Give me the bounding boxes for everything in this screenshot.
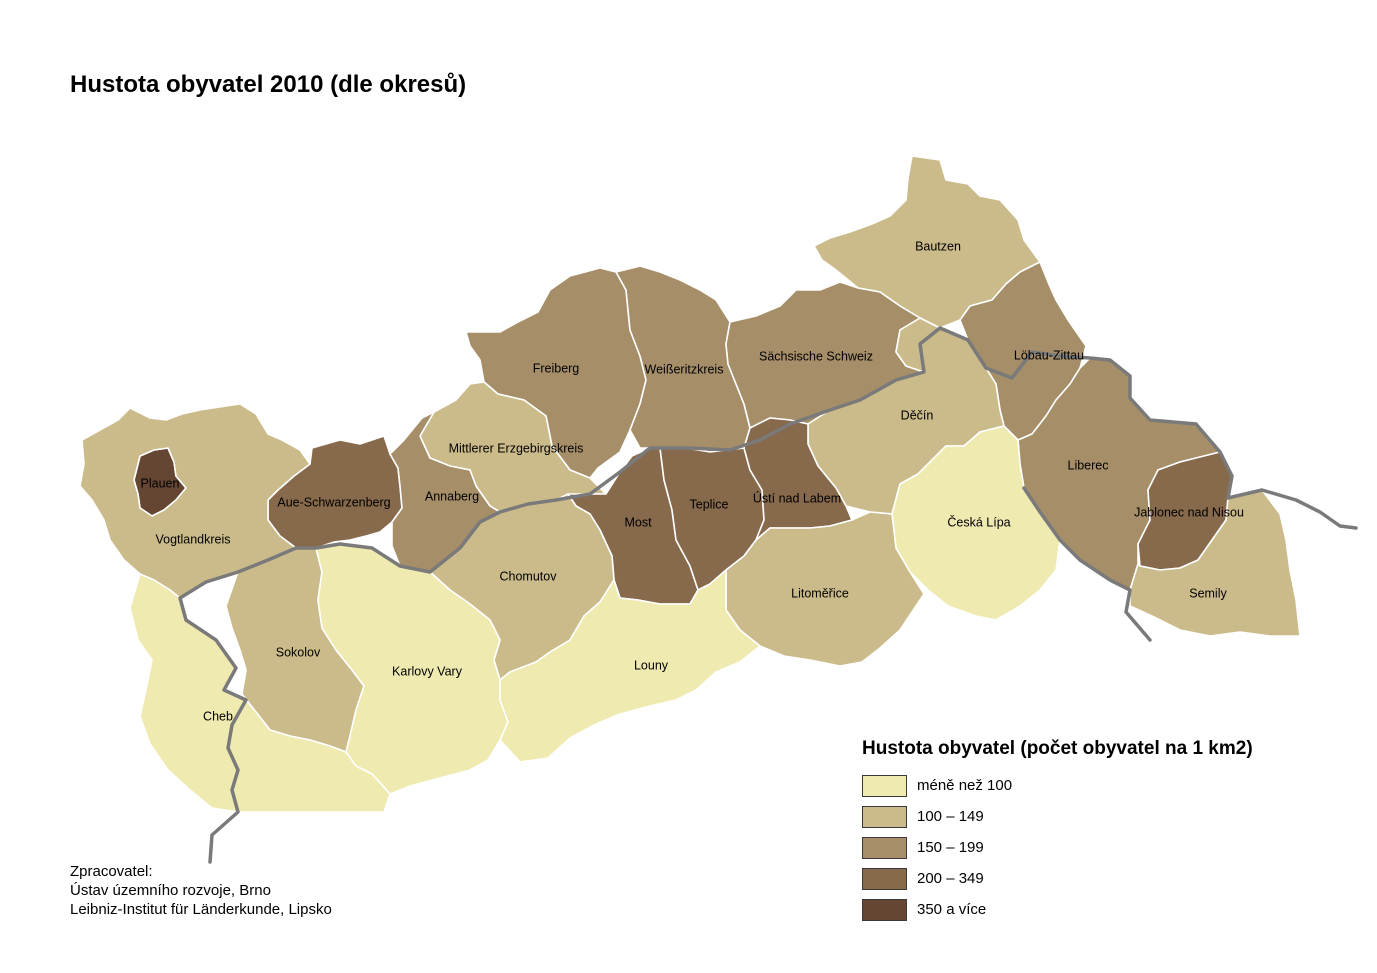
district-label: Sächsische Schweiz <box>759 349 873 363</box>
district-label: Aue-Schwarzenberg <box>277 495 390 509</box>
legend-row: 200 – 349 <box>862 863 1253 894</box>
legend-swatch <box>862 774 907 797</box>
district-area <box>725 511 925 667</box>
legend-swatch <box>862 836 907 859</box>
state-border-line <box>178 326 1358 864</box>
district-label: Liberec <box>1068 458 1109 472</box>
district-label: Bautzen <box>915 239 961 253</box>
legend-label: 100 – 149 <box>917 808 984 825</box>
district-label: Cheb <box>203 709 233 723</box>
district-label: Louny <box>634 658 669 672</box>
district-label: Sokolov <box>276 645 321 659</box>
credits-line: Leibniz-Institut für Länderkunde, Lipsko <box>70 901 332 918</box>
district-label: Chomutov <box>500 569 558 583</box>
district-area <box>315 543 509 795</box>
district-label: Teplice <box>690 497 729 511</box>
legend-swatch <box>862 805 907 828</box>
labe-river-line <box>1022 486 1152 642</box>
legend-row: 150 – 199 <box>862 832 1253 863</box>
legend-label: méně než 100 <box>917 777 1013 794</box>
legend-label: 200 – 349 <box>917 870 984 887</box>
legend-row: méně než 100 <box>862 770 1253 801</box>
legend-label: 150 – 199 <box>917 839 984 856</box>
district-label: Mittlerer Erzgebirgskreis <box>449 441 584 455</box>
district-label: Karlovy Vary <box>392 664 463 678</box>
district-label: Semily <box>1189 586 1227 600</box>
district-label: Annaberg <box>425 489 479 503</box>
legend-row: 350 a více <box>862 894 1253 925</box>
credits-line: Zpracovatel: <box>70 863 153 880</box>
district-label: Jablonec nad Nisou <box>1134 505 1244 519</box>
district-area <box>79 403 311 599</box>
district-label: Děčín <box>901 408 934 422</box>
district-label: Most <box>624 515 652 529</box>
legend-title: Hustota obyvatel (počet obyvatel na 1 km… <box>862 738 1253 759</box>
legend-label: 350 a více <box>917 901 987 918</box>
legend-swatch <box>862 867 907 890</box>
district-label: Löbau-Zittau <box>1014 348 1084 362</box>
credits-line: Ústav územního rozvoje, Brno <box>70 882 271 899</box>
district-label: Ústí nad Labem <box>753 490 841 505</box>
district-label: Freiberg <box>533 361 580 375</box>
district-label: Vogtlandkreis <box>155 532 230 546</box>
legend-row: 100 – 149 <box>862 801 1253 832</box>
legend: Hustota obyvatel (počet obyvatel na 1 km… <box>862 738 1253 925</box>
district-area <box>499 569 761 763</box>
district-area <box>1129 489 1301 637</box>
map-title: Hustota obyvatel 2010 (dle okresů) <box>70 71 467 98</box>
district-label: Weißeritzkreis <box>645 362 724 376</box>
district-label: Plauen <box>141 476 180 490</box>
legend-swatch <box>862 898 907 921</box>
district-label: Litoměřice <box>791 586 849 600</box>
district-label: Česká Lípa <box>947 514 1010 529</box>
credits: Zpracovatel: Ústav územního rozvoje, Brn… <box>70 862 332 919</box>
